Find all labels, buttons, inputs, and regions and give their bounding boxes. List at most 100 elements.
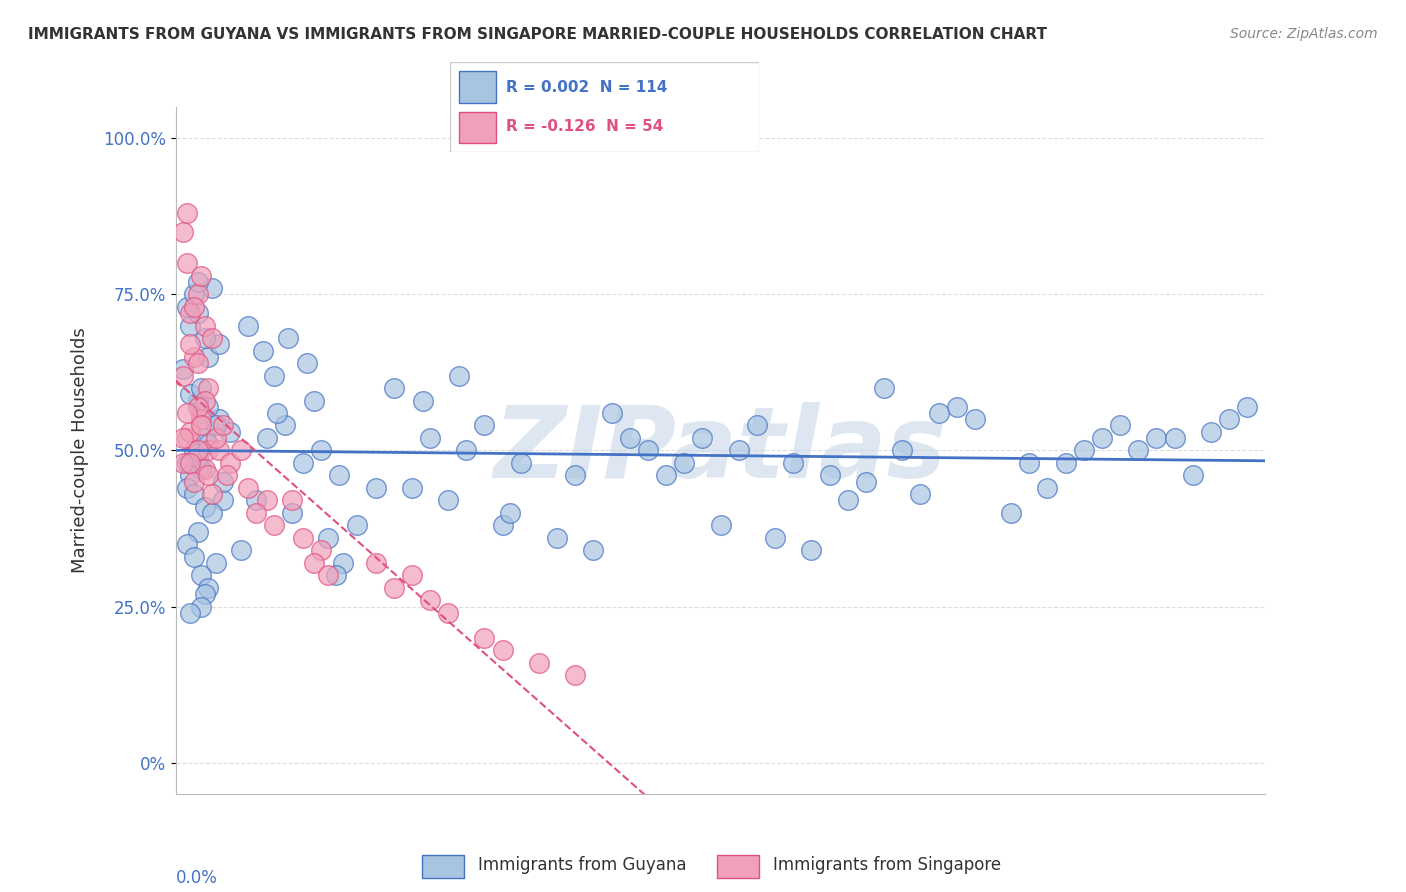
Point [238, 481, 260, 495]
Point [782, 456, 804, 470]
Point [302, 393, 325, 408]
Point [364, 556, 387, 570]
Point [437, 493, 460, 508]
Bar [460, 112, 496, 143]
Point [837, 493, 859, 508]
Text: R = 0.002  N = 114: R = 0.002 N = 114 [506, 80, 666, 95]
Point [318, 568, 340, 582]
Point [1199, 425, 1222, 439]
Point [197, 400, 219, 414]
Point [179, 606, 201, 620]
Point [201, 487, 224, 501]
Point [194, 331, 217, 345]
Point [190, 268, 212, 283]
Point [637, 443, 659, 458]
Point [509, 456, 531, 470]
Point [172, 368, 194, 383]
Point [190, 406, 212, 420]
Point [266, 406, 288, 420]
Point [281, 493, 304, 508]
Point [212, 418, 235, 433]
Text: 0.0%: 0.0% [176, 870, 218, 888]
Point [412, 393, 434, 408]
Bar [717, 855, 759, 878]
Point [256, 493, 278, 508]
Point [263, 368, 285, 383]
Point [179, 425, 201, 439]
Point [176, 406, 198, 420]
Point [910, 487, 932, 501]
Text: ZIPatlas: ZIPatlas [494, 402, 948, 499]
Text: Immigrants from Guyana: Immigrants from Guyana [478, 856, 686, 874]
Point [186, 450, 209, 464]
Point [179, 387, 201, 401]
Point [215, 468, 238, 483]
Point [332, 556, 354, 570]
Point [231, 443, 253, 458]
Point [201, 506, 224, 520]
Point [277, 331, 299, 345]
Point [172, 225, 194, 239]
Point [245, 493, 267, 508]
Text: Source: ZipAtlas.com: Source: ZipAtlas.com [1230, 27, 1378, 41]
Point [474, 418, 496, 433]
Point [263, 518, 285, 533]
Point [190, 381, 212, 395]
Point [194, 431, 217, 445]
Point [212, 475, 235, 489]
Point [1036, 481, 1059, 495]
Point [1018, 456, 1040, 470]
Bar [460, 71, 496, 103]
Point [600, 406, 623, 420]
Point [295, 356, 318, 370]
Point [197, 381, 219, 395]
Point [219, 456, 242, 470]
Point [183, 475, 205, 489]
Point [318, 531, 340, 545]
Point [183, 549, 205, 564]
Point [564, 668, 586, 682]
Point [194, 393, 217, 408]
Point [172, 362, 194, 376]
Point [401, 568, 423, 582]
Point [1146, 431, 1168, 445]
Point [176, 256, 198, 270]
Point [309, 543, 332, 558]
Point [179, 468, 201, 483]
Point [1236, 400, 1258, 414]
Point [208, 412, 231, 426]
Point [692, 431, 714, 445]
Point [437, 606, 460, 620]
Point [186, 275, 209, 289]
Point [183, 487, 205, 501]
Point [190, 412, 212, 426]
Point [208, 443, 231, 458]
Point [945, 400, 967, 414]
Point [190, 418, 212, 433]
Point [382, 581, 405, 595]
Point [727, 443, 749, 458]
Point [546, 531, 568, 545]
Point [291, 531, 314, 545]
Point [183, 350, 205, 364]
Point [891, 443, 914, 458]
Point [186, 400, 209, 414]
Point [186, 287, 209, 301]
Point [1218, 412, 1240, 426]
Point [176, 206, 198, 220]
Point [172, 431, 194, 445]
Point [1128, 443, 1150, 458]
Point [186, 443, 209, 458]
Point [197, 437, 219, 451]
Point [183, 443, 205, 458]
Point [179, 337, 201, 351]
Point [190, 568, 212, 582]
Point [179, 318, 201, 333]
Point [245, 506, 267, 520]
Point [183, 287, 205, 301]
Point [204, 418, 226, 433]
Point [1091, 431, 1114, 445]
Point [582, 543, 605, 558]
Point [1073, 443, 1095, 458]
Point [194, 500, 217, 514]
